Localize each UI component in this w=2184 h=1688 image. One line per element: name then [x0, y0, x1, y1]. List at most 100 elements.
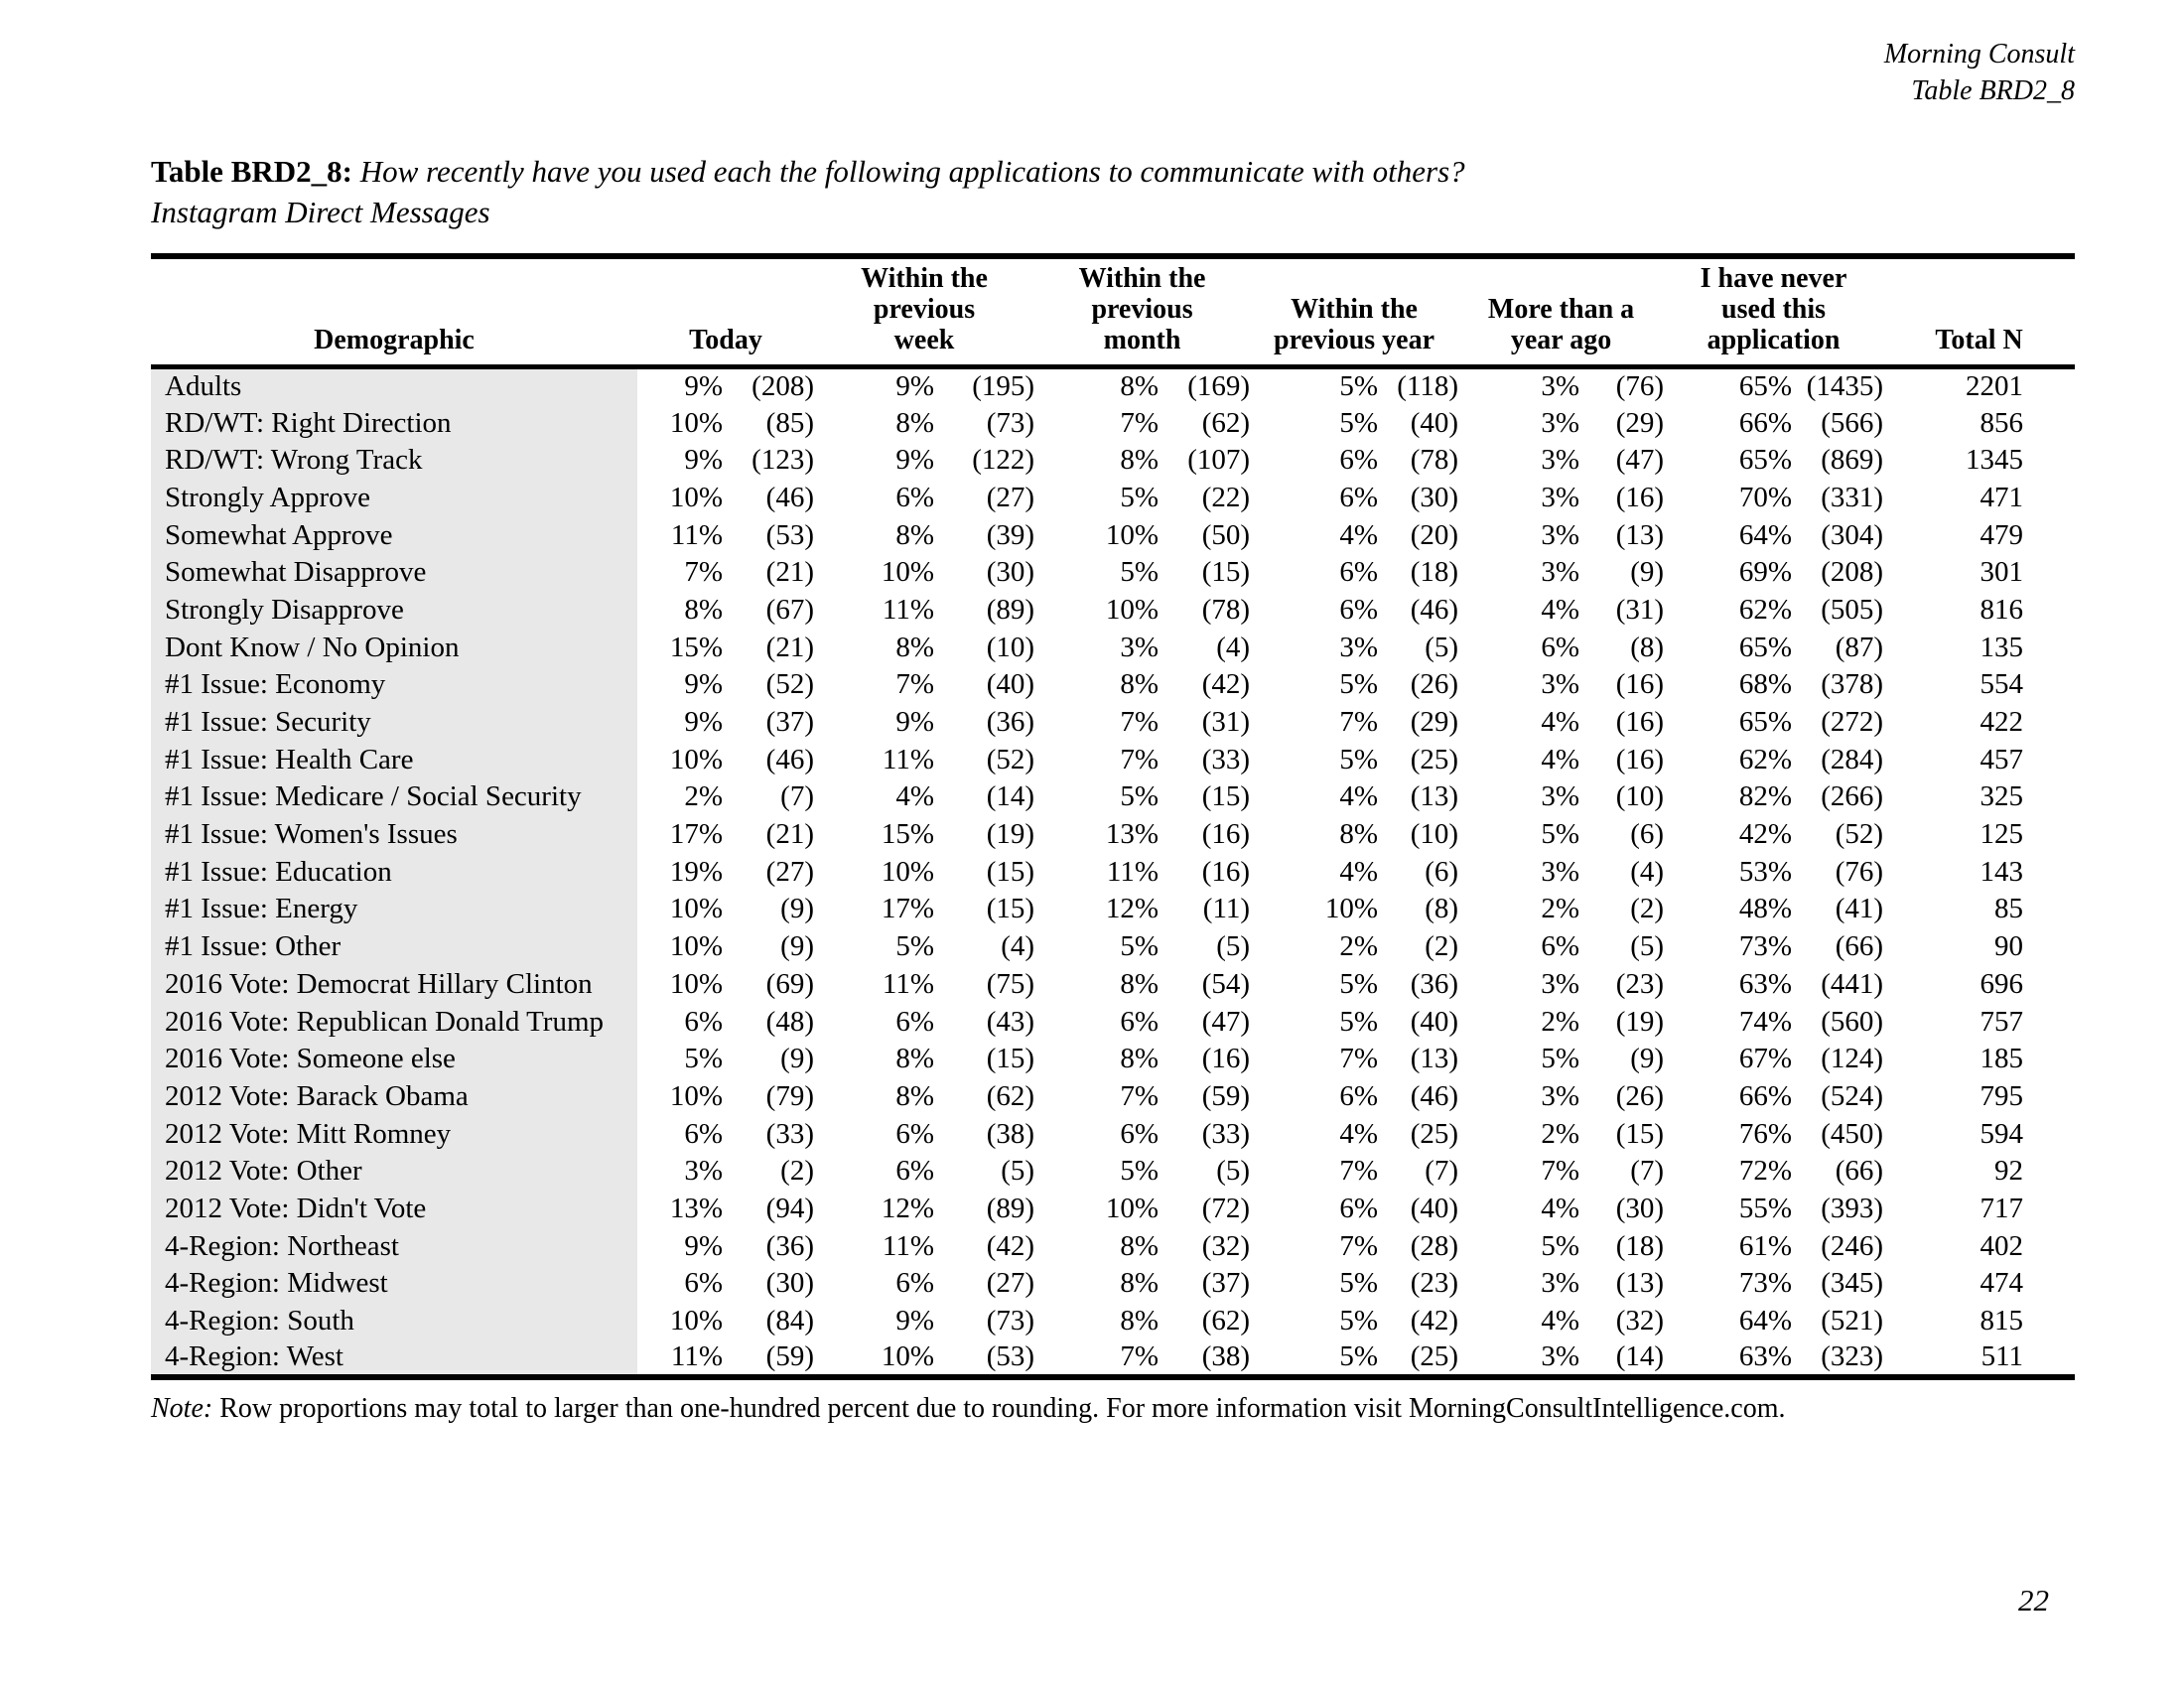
value-cell: (524) — [1821, 1079, 1884, 1112]
value-cell: 3% — [1120, 631, 1160, 663]
value-cell: 5% — [1339, 1340, 1379, 1373]
value-cell: (345) — [1821, 1267, 1884, 1300]
value-cell: 5% — [1339, 1267, 1379, 1300]
demographic-cell: 2016 Vote: Someone else — [151, 1040, 637, 1078]
value-cell: (66) — [1835, 1155, 1884, 1188]
value-cell: (59) — [765, 1340, 814, 1373]
value-cell: 10% — [669, 1305, 723, 1337]
table-subtitle: Instagram Direct Messages — [151, 195, 490, 229]
value-cell: 76% — [1738, 1117, 1793, 1150]
value-cell: 10% — [1105, 518, 1160, 551]
total-n-cell: 816 — [1979, 593, 2024, 626]
value-cell: 8% — [895, 631, 934, 663]
value-cell: (52) — [986, 743, 1035, 775]
value-cell: (26) — [1410, 668, 1459, 701]
value-cell: (5) — [1216, 1155, 1251, 1188]
value-cell: (16) — [1615, 481, 1665, 513]
total-n-cell: 92 — [1994, 1155, 2024, 1188]
value-cell: (72) — [1201, 1192, 1251, 1224]
table-row: Strongly Disapprove 8% (67) 11% (89) 10% (78) 6… — [151, 591, 2075, 630]
total-n-cell: 135 — [1979, 631, 2024, 663]
value-cell: 9% — [684, 668, 723, 701]
value-cell: 6% — [895, 1155, 934, 1188]
value-cell: 9% — [895, 444, 934, 477]
value-cell: (54) — [1201, 967, 1251, 1000]
value-cell: (78) — [1201, 593, 1251, 626]
value-cell: 5% — [1339, 406, 1379, 439]
total-n-cell: 594 — [1979, 1117, 2024, 1150]
demographic-cell: 4-Region: West — [151, 1339, 637, 1378]
value-cell: (27) — [986, 1267, 1035, 1300]
value-cell: 6% — [895, 1117, 934, 1150]
value-cell: 7% — [895, 668, 934, 701]
total-n-cell: 422 — [1979, 706, 2024, 739]
demographic-cell: 2016 Vote: Democrat Hillary Clinton — [151, 965, 637, 1004]
value-cell: 4% — [1339, 518, 1379, 551]
value-cell: 9% — [684, 706, 723, 739]
corner-credit: Morning Consult Table BRD2_8 — [151, 36, 2075, 109]
value-cell: 4% — [895, 780, 934, 813]
value-cell: (441) — [1821, 967, 1884, 1000]
value-cell: (13) — [1410, 1043, 1459, 1075]
value-cell: (6) — [1425, 855, 1459, 888]
document-page: Morning Consult Table BRD2_8 Table BRD2_… — [151, 36, 2076, 1427]
value-cell: 53% — [1738, 855, 1793, 888]
table-row: Strongly Approve 10% (46) 6% (27) 5% (22) 6% (30… — [151, 479, 2075, 517]
value-cell: (27) — [986, 481, 1035, 513]
value-cell: (505) — [1821, 593, 1884, 626]
table-row: RD/WT: Wrong Track 9% (123) 9% (122) 8% (107) 6… — [151, 441, 2075, 480]
value-cell: 10% — [881, 556, 934, 589]
value-cell: 17% — [881, 893, 934, 925]
table-row: #1 Issue: Other 10% (9) 5% (4) 5% (5) 2% (2) 6% (5… — [151, 927, 2075, 966]
demographic-cell: 2012 Vote: Barack Obama — [151, 1077, 637, 1116]
value-cell: 6% — [1120, 1005, 1160, 1038]
table-row: 4-Region: Midwest 6% (30) 6% (27) 8% (37) 5% (23… — [151, 1265, 2075, 1303]
value-cell: (869) — [1821, 444, 1884, 477]
value-cell: (122) — [972, 444, 1035, 477]
value-cell: 5% — [1120, 930, 1160, 963]
demographic-cell: Adults — [151, 366, 637, 405]
table-row: 2012 Vote: Mitt Romney 6% (33) 6% (38) 6% (33)… — [151, 1115, 2075, 1153]
value-cell: 9% — [895, 1305, 934, 1337]
value-cell: 9% — [895, 706, 934, 739]
value-cell: 74% — [1738, 1005, 1793, 1038]
value-cell: (118) — [1397, 370, 1459, 403]
value-cell: (30) — [986, 556, 1035, 589]
value-cell: 11% — [670, 1340, 723, 1373]
demographic-cell: RD/WT: Wrong Track — [151, 441, 637, 480]
value-cell: (26) — [1615, 1079, 1665, 1112]
value-cell: (30) — [765, 1267, 814, 1300]
total-n-cell: 143 — [1979, 855, 2024, 888]
value-cell: (23) — [1410, 1267, 1459, 1300]
value-cell: 69% — [1738, 556, 1793, 589]
table-body: Adults 9% (208) 9% (195) 8% (169) 5% (118) 3% (76)… — [151, 366, 2075, 1378]
total-n-cell: 325 — [1979, 780, 2024, 813]
table-row: 4-Region: South 10% (84) 9% (73) 8% (62) 5% (42)… — [151, 1302, 2075, 1340]
total-n-cell: 457 — [1979, 743, 2024, 775]
footnote-text: Row proportions may total to larger than… — [219, 1393, 1786, 1425]
table-row: 2016 Vote: Republican Donald Trump 6% (48)… — [151, 1003, 2075, 1041]
demographic-cell: 4-Region: Midwest — [151, 1265, 637, 1303]
value-cell: 13% — [1105, 818, 1160, 851]
table-row: #1 Issue: Health Care 10% (46) 11% (52) 7% (33… — [151, 741, 2075, 779]
value-cell: 67% — [1738, 1043, 1793, 1075]
value-cell: (10) — [1410, 818, 1459, 851]
value-cell: 4% — [1541, 706, 1580, 739]
value-cell: 4% — [1339, 855, 1379, 888]
demographic-cell: Somewhat Approve — [151, 516, 637, 554]
value-cell: (89) — [986, 1192, 1035, 1224]
value-cell: 64% — [1738, 1305, 1793, 1337]
value-cell: (9) — [1630, 1043, 1665, 1075]
value-cell: 2% — [1541, 1005, 1580, 1038]
value-cell: (20) — [1410, 518, 1459, 551]
value-cell: (94) — [765, 1192, 814, 1224]
table-row: #1 Issue: Security 9% (37) 9% (36) 7% (31) 7% (2… — [151, 703, 2075, 742]
table-row: #1 Issue: Economy 9% (52) 7% (40) 8% (42) 5% (26… — [151, 666, 2075, 704]
value-cell: (4) — [1216, 631, 1251, 663]
value-cell: (50) — [1201, 518, 1251, 551]
table-row: 2016 Vote: Democrat Hillary Clinton 10% (6… — [151, 965, 2075, 1004]
value-cell: 5% — [1339, 967, 1379, 1000]
value-cell: (75) — [986, 967, 1035, 1000]
value-cell: (208) — [1821, 556, 1884, 589]
demographic-cell: Strongly Approve — [151, 479, 637, 517]
